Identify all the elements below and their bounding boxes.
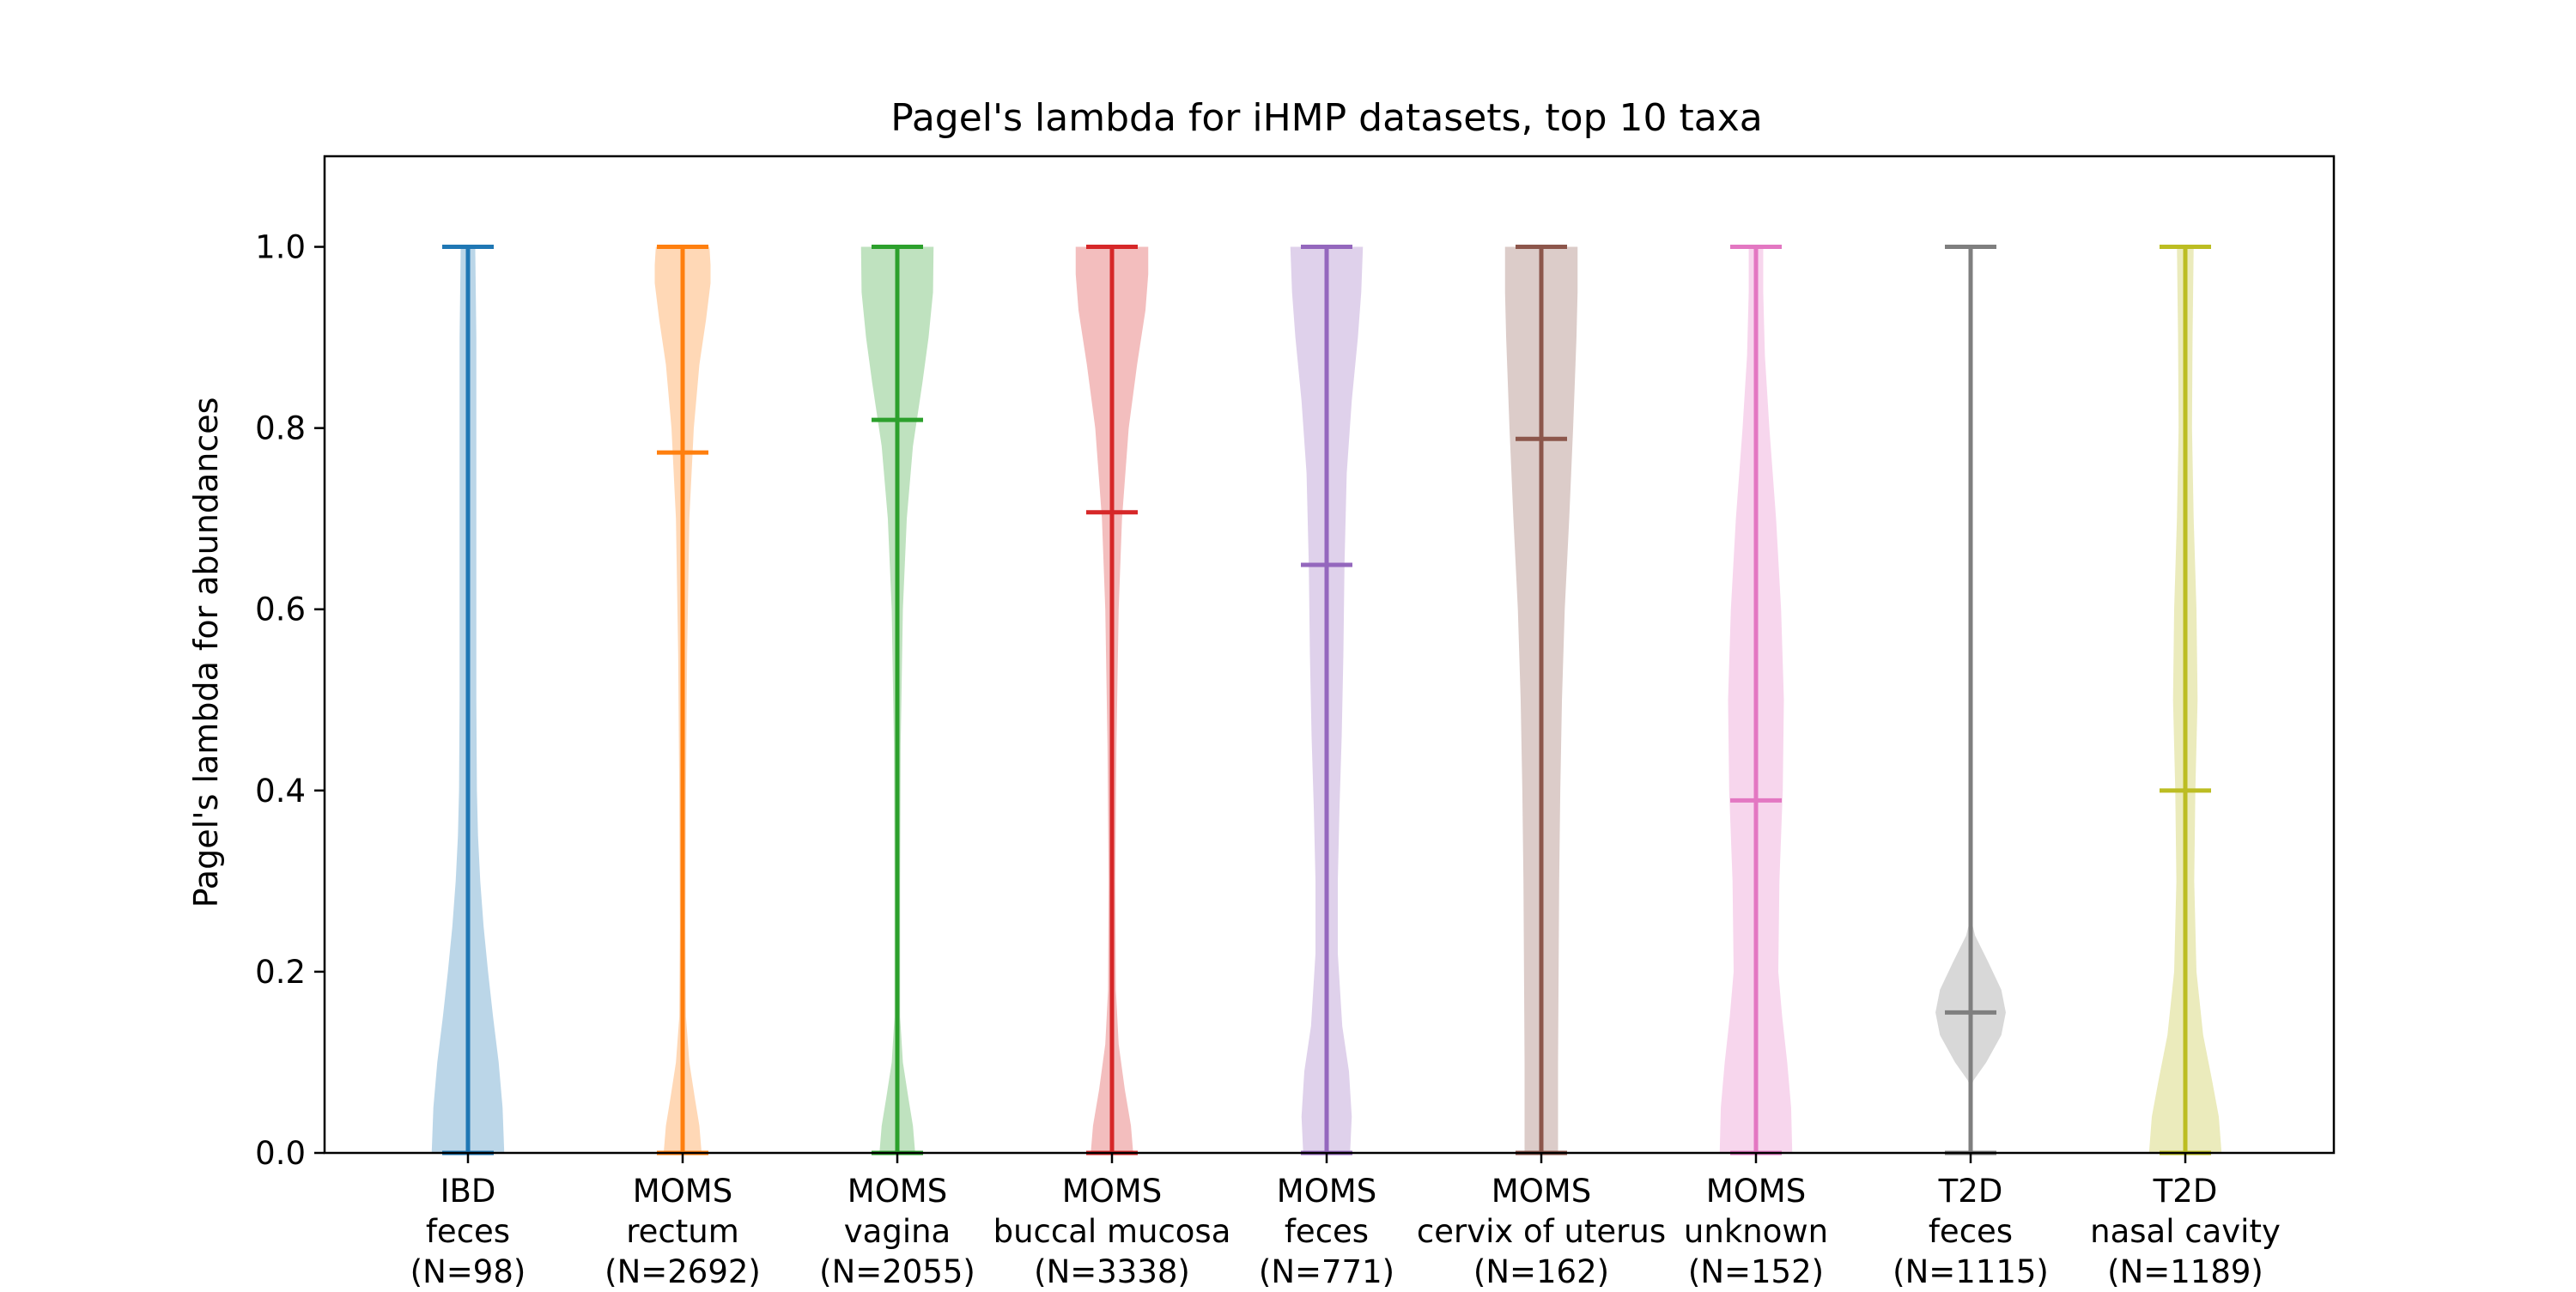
x-tick-label-line: feces [426, 1213, 510, 1250]
x-axis: IBD feces (N=98)MOMS rectum (N=2692)MOMS vagi… [410, 1153, 2281, 1290]
x-tick-label: MOMS cervix of uterus (N=162) [1417, 1173, 1666, 1288]
x-tick-label-line: MOMS [1706, 1173, 1806, 1210]
x-tick-label-line: MOMS [1062, 1173, 1162, 1210]
violin-8 [2148, 245, 2222, 1156]
x-tick-label-line: T2D [1938, 1173, 2003, 1210]
x-tick-label-line: (N=2692) [605, 1253, 761, 1288]
x-tick-label-line: T2D [2153, 1173, 2218, 1210]
x-tick-label-line: buccal mucosa [993, 1213, 1231, 1250]
x-tick-label-line: (N=771) [1259, 1253, 1394, 1288]
x-tick-label: IBD feces (N=98) [410, 1173, 526, 1288]
chart-title: Pagel's lambda for iHMP datasets, top 10… [890, 96, 1762, 140]
y-tick-label: 0.6 [255, 591, 306, 628]
x-tick-label-line: feces [1929, 1213, 2013, 1250]
x-tick-label-line: (N=2055) [819, 1253, 975, 1288]
violin-4 [1290, 245, 1364, 1156]
x-tick-label-line: (N=3338) [1034, 1253, 1190, 1288]
plot-frame [323, 155, 2336, 1155]
violin-6 [1719, 245, 1793, 1156]
y-axis: 0.0 0.2 0.4 0.6 0.8 1.0 [255, 229, 325, 1172]
x-tick-label: MOMS unknown (N=152) [1684, 1173, 1828, 1288]
y-tick-label: 0.0 [255, 1135, 306, 1172]
x-tick-label-line: (N=1189) [2107, 1253, 2263, 1288]
x-tick-label: T2D nasal cavity (N=1189) [2090, 1173, 2281, 1288]
x-tick-label-line: cervix of uterus [1417, 1213, 1666, 1250]
x-tick-label-line: rectum [626, 1213, 739, 1250]
violin-1 [654, 245, 711, 1156]
violin-3 [1075, 245, 1149, 1156]
x-tick-label-line: IBD [440, 1173, 496, 1210]
violin-2 [860, 245, 934, 1156]
x-tick-label-line: (N=98) [410, 1253, 526, 1288]
y-axis-label: Pagel's lambda for abundances [187, 397, 225, 908]
x-tick-label: MOMS feces (N=771) [1259, 1173, 1394, 1288]
x-tick-label: MOMS buccal mucosa (N=3338) [993, 1173, 1231, 1288]
violin-group [431, 245, 2222, 1156]
x-tick-label-line: nasal cavity [2090, 1213, 2281, 1250]
violin-5 [1504, 245, 1578, 1156]
violin-0 [431, 245, 505, 1156]
y-tick-label: 1.0 [255, 229, 306, 266]
x-tick-label-line: (N=1115) [1893, 1253, 2049, 1288]
x-tick-label-line: (N=152) [1688, 1253, 1824, 1288]
x-tick-label-line: MOMS [633, 1173, 732, 1210]
y-tick-label: 0.8 [255, 410, 306, 447]
x-tick-label-line: vagina [844, 1213, 951, 1250]
y-tick-label: 0.2 [255, 954, 306, 991]
x-tick-label-line: MOMS [848, 1173, 947, 1210]
x-tick-label: T2D feces (N=1115) [1893, 1173, 2049, 1288]
x-tick-label-line: MOMS [1492, 1173, 1591, 1210]
x-tick-label-line: MOMS [1277, 1173, 1376, 1210]
x-tick-label: MOMS rectum (N=2692) [605, 1173, 761, 1288]
x-tick-label-line: feces [1285, 1213, 1369, 1250]
x-tick-label-line: unknown [1684, 1213, 1828, 1250]
violin-7 [1935, 245, 2006, 1156]
x-tick-label: MOMS vagina (N=2055) [819, 1173, 975, 1288]
y-tick-label: 0.4 [255, 773, 306, 810]
x-tick-label-line: (N=162) [1473, 1253, 1609, 1288]
